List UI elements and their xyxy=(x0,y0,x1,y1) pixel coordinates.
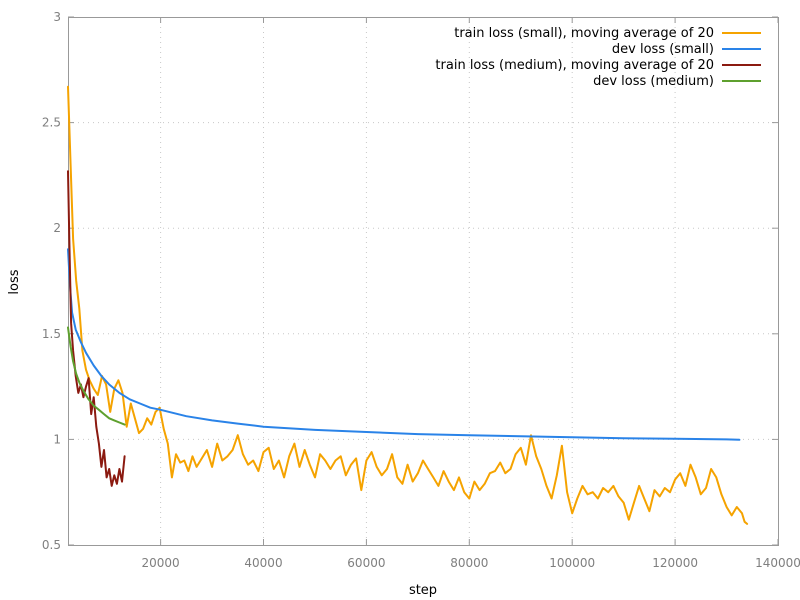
x-tick-label: 100000 xyxy=(549,556,595,570)
y-tick-label: 1 xyxy=(53,432,61,446)
x-tick-label: 60000 xyxy=(347,556,385,570)
grid xyxy=(68,17,778,545)
series-line-4 xyxy=(67,326,126,426)
x-tick-label: 20000 xyxy=(142,556,180,570)
plot-frame xyxy=(68,17,779,546)
y-tick-label: 3 xyxy=(53,10,61,24)
series-line-1 xyxy=(67,85,749,525)
x-tick-label: 140000 xyxy=(755,556,800,570)
x-tick-label: 120000 xyxy=(652,556,698,570)
legend-label-1: train loss (small), moving average of 20 xyxy=(454,26,714,41)
legend-label-4: dev loss (medium) xyxy=(593,74,714,89)
axis-ticks: 0.5 1 1.5 2 2.5 3 20000 40000 60000 80000 100000 12… xyxy=(42,10,800,570)
x-tick-label: 80000 xyxy=(450,556,488,570)
y-axis-label: loss xyxy=(7,269,22,294)
y-tick-label: 0.5 xyxy=(42,538,61,552)
x-axis-label: step xyxy=(409,583,437,598)
series-line-2 xyxy=(67,248,741,441)
series-lines xyxy=(67,85,749,525)
x-tick-label: 40000 xyxy=(244,556,282,570)
legend: train loss (small), moving average of 20… xyxy=(435,26,761,89)
y-tick-label: 1.5 xyxy=(42,327,61,341)
legend-label-3: train loss (medium), moving average of 2… xyxy=(435,58,714,73)
y-tick-label: 2.5 xyxy=(42,116,61,130)
legend-label-2: dev loss (small) xyxy=(612,42,714,57)
y-tick-label: 2 xyxy=(53,221,61,235)
